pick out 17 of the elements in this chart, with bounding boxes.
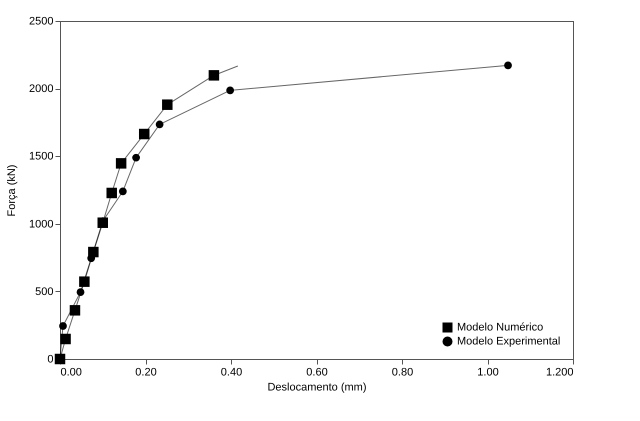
y-tick-label: 2500 <box>29 16 54 28</box>
y-tick-label: 1000 <box>29 218 54 230</box>
legend-label: Modelo Experimental <box>457 336 560 348</box>
x-tick-label: 0.20 <box>135 366 157 378</box>
x-tick-label: 0.00 <box>60 366 82 378</box>
y-tick-label: 2000 <box>29 83 54 96</box>
x-axis-title: Deslocamento (mm) <box>267 382 367 394</box>
y-tick-label: 0 <box>47 354 54 366</box>
x-tick-label: 0.60 <box>306 366 328 378</box>
x-tick-label: 1.00 <box>477 366 499 378</box>
legend-label: Modelo Numérico <box>457 322 544 334</box>
y-tick-label: 500 <box>35 286 54 298</box>
x-tick-label: 0.80 <box>392 366 414 378</box>
y-axis-title: Força (kN) <box>6 164 18 216</box>
x-tick-label: 0.40 <box>220 366 242 378</box>
y-tick-label: 1500 <box>29 150 54 163</box>
x-tick-label: 1.200 <box>546 366 574 378</box>
